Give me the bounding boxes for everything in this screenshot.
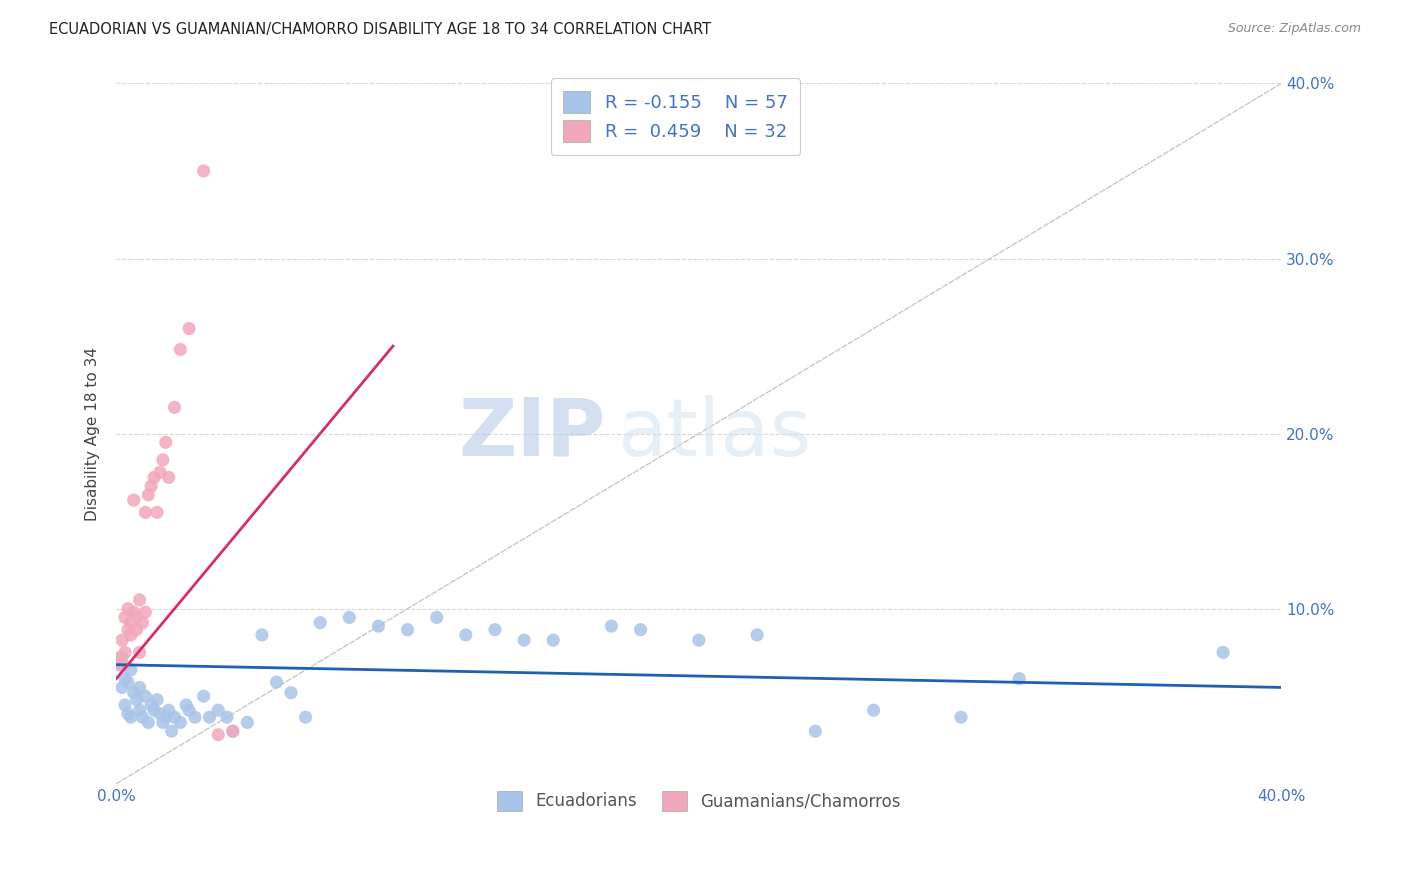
Point: [600, 619, 623, 633]
Point: [141, 698, 163, 712]
Point: [193, 689, 215, 703]
Point: [222, 724, 245, 739]
Point: [163, 710, 186, 724]
Point: [136, 488, 159, 502]
Point: [949, 710, 972, 724]
Point: [125, 623, 148, 637]
Point: [111, 681, 134, 695]
Point: [152, 715, 174, 730]
Point: [222, 724, 245, 739]
Point: [117, 623, 139, 637]
Point: [114, 698, 136, 712]
Point: [193, 164, 215, 178]
Point: [114, 672, 136, 686]
Point: [111, 657, 134, 672]
Point: [111, 633, 134, 648]
Point: [141, 479, 163, 493]
Point: [198, 710, 221, 724]
Point: [155, 710, 177, 724]
Point: [169, 343, 191, 357]
Point: [149, 706, 172, 721]
Point: [111, 650, 134, 665]
Point: [125, 692, 148, 706]
Point: [117, 706, 139, 721]
Point: [128, 703, 150, 717]
Point: [862, 703, 884, 717]
Point: [143, 470, 166, 484]
Point: [266, 675, 288, 690]
Point: [134, 689, 156, 703]
Point: [117, 601, 139, 615]
Point: [155, 435, 177, 450]
Point: [128, 645, 150, 659]
Point: [215, 710, 238, 724]
Point: [309, 615, 332, 630]
Point: [131, 615, 153, 630]
Point: [160, 724, 183, 739]
Text: Source: ZipAtlas.com: Source: ZipAtlas.com: [1227, 22, 1361, 36]
Point: [236, 715, 259, 730]
Point: [250, 628, 273, 642]
Point: [367, 619, 389, 633]
Point: [280, 686, 302, 700]
Point: [114, 610, 136, 624]
Point: [426, 610, 449, 624]
Text: atlas: atlas: [617, 394, 811, 473]
Point: [396, 623, 419, 637]
Point: [804, 724, 827, 739]
Y-axis label: Disability Age 18 to 34: Disability Age 18 to 34: [86, 347, 100, 521]
Point: [630, 623, 652, 637]
Point: [134, 605, 156, 619]
Point: [114, 645, 136, 659]
Point: [184, 710, 207, 724]
Point: [136, 715, 159, 730]
Point: [134, 505, 156, 519]
Point: [174, 698, 197, 712]
Point: [513, 633, 536, 648]
Point: [294, 710, 316, 724]
Point: [207, 728, 229, 742]
Point: [541, 633, 564, 648]
Point: [117, 675, 139, 690]
Point: [122, 686, 145, 700]
Point: [125, 610, 148, 624]
Point: [108, 650, 131, 665]
Point: [143, 703, 166, 717]
Point: [484, 623, 506, 637]
Point: [120, 663, 142, 677]
Point: [122, 605, 145, 619]
Point: [108, 657, 131, 672]
Point: [454, 628, 477, 642]
Point: [128, 681, 150, 695]
Point: [207, 703, 229, 717]
Point: [131, 710, 153, 724]
Point: [1212, 645, 1234, 659]
Point: [128, 593, 150, 607]
Point: [122, 493, 145, 508]
Text: ZIP: ZIP: [458, 394, 606, 473]
Point: [337, 610, 360, 624]
Point: [146, 692, 169, 706]
Point: [157, 703, 180, 717]
Point: [169, 715, 191, 730]
Point: [157, 470, 180, 484]
Point: [120, 710, 142, 724]
Point: [177, 703, 200, 717]
Legend: Ecuadorians, Guamanians/Chamorros: Ecuadorians, Guamanians/Chamorros: [484, 778, 914, 824]
Point: [152, 453, 174, 467]
Point: [745, 628, 768, 642]
Point: [149, 465, 172, 479]
Text: ECUADORIAN VS GUAMANIAN/CHAMORRO DISABILITY AGE 18 TO 34 CORRELATION CHART: ECUADORIAN VS GUAMANIAN/CHAMORRO DISABIL…: [49, 22, 711, 37]
Point: [120, 628, 142, 642]
Point: [1008, 672, 1031, 686]
Point: [163, 401, 186, 415]
Point: [688, 633, 710, 648]
Point: [177, 321, 200, 335]
Point: [120, 615, 142, 630]
Point: [146, 505, 169, 519]
